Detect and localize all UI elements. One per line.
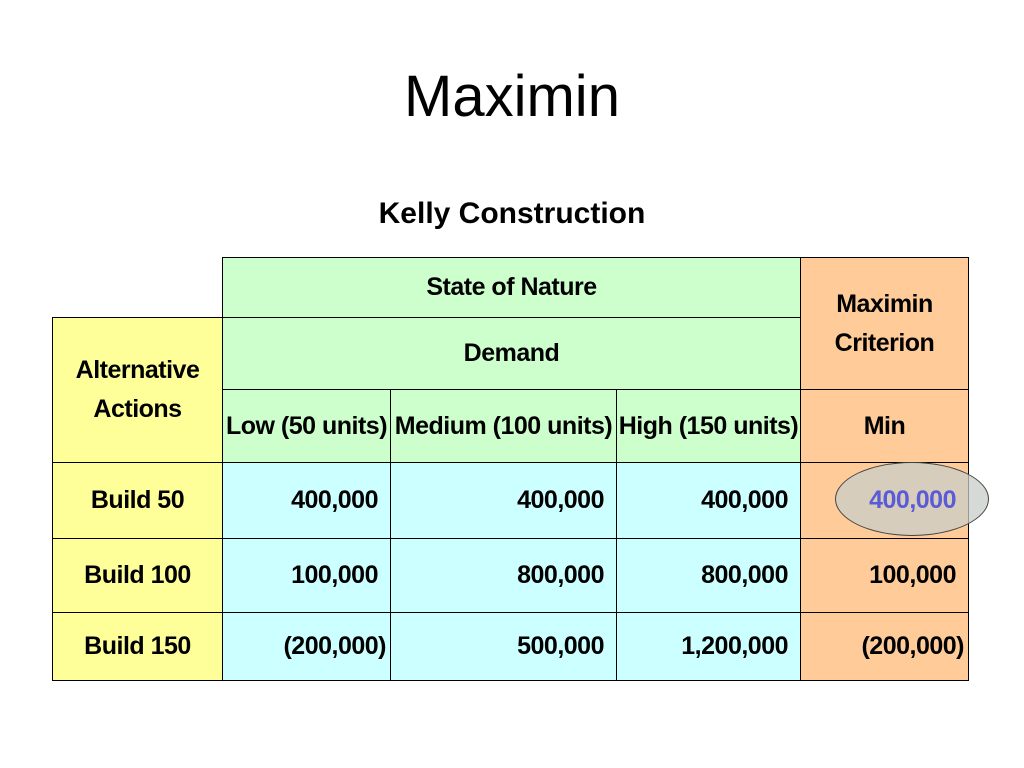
column-label: High (150 units) — [618, 411, 799, 440]
min-cell: 100,000 — [800, 538, 969, 613]
payoff-cell: 500,000 — [390, 612, 617, 681]
slide-title: Maximin — [404, 64, 620, 129]
payoff-cell: 800,000 — [616, 538, 801, 613]
action-label: Build 100 — [84, 561, 191, 590]
action-build-100: Build 100 — [52, 538, 223, 613]
payoff-cell: 100,000 — [222, 538, 391, 613]
maximin-criterion-label: Maximin Criterion — [834, 289, 935, 357]
payoff-value: 400,000 — [517, 486, 604, 515]
payoff-cell: (200,000) — [222, 612, 391, 681]
alternative-actions-label: Alternative Actions — [75, 356, 200, 423]
min-value: (200,000) — [861, 632, 964, 661]
maximin-criterion-header: Maximin Criterion — [800, 257, 969, 390]
column-header-medium: Medium (100 units) — [390, 389, 617, 463]
payoff-value: 1,200,000 — [681, 632, 788, 661]
action-build-50: Build 50 — [52, 462, 223, 539]
state-of-nature-label: State of Nature — [426, 273, 597, 302]
column-label: Low (50 units) — [225, 411, 388, 440]
maximin-selected-cell: 400,000 — [800, 462, 969, 539]
payoff-cell: 400,000 — [616, 462, 801, 539]
maximin-highlight-ellipse — [835, 462, 989, 536]
demand-label: Demand — [463, 339, 560, 368]
column-header-low: Low (50 units) — [222, 389, 391, 463]
payoff-value: 400,000 — [701, 486, 788, 515]
min-value: 100,000 — [869, 561, 956, 590]
column-header-high: High (150 units) — [616, 389, 801, 463]
payoff-value: 800,000 — [701, 561, 788, 590]
payoff-cell: 1,200,000 — [616, 612, 801, 681]
table-subtitle: Kelly Construction — [378, 197, 646, 230]
demand-header: Demand — [222, 317, 801, 390]
payoff-cell: 400,000 — [222, 462, 391, 539]
action-build-150: Build 150 — [52, 612, 223, 681]
maximin-selected-value: 400,000 — [869, 486, 956, 515]
column-label: Medium (100 units) — [394, 411, 613, 440]
payoff-value: 800,000 — [517, 561, 604, 590]
column-header-min: Min — [800, 389, 969, 463]
payoff-value: 100,000 — [291, 561, 378, 590]
state-of-nature-header: State of Nature — [222, 257, 801, 318]
min-cell: (200,000) — [800, 612, 969, 681]
payoff-cell: 400,000 — [390, 462, 617, 539]
min-label: Min — [863, 411, 906, 440]
payoff-value: 500,000 — [517, 632, 604, 661]
payoff-value: (200,000) — [283, 632, 386, 661]
payoff-value: 400,000 — [291, 486, 378, 515]
payoff-cell: 800,000 — [390, 538, 617, 613]
action-label: Build 50 — [90, 486, 185, 515]
alternative-actions-header: Alternative Actions — [52, 317, 223, 463]
action-label: Build 150 — [84, 632, 191, 661]
